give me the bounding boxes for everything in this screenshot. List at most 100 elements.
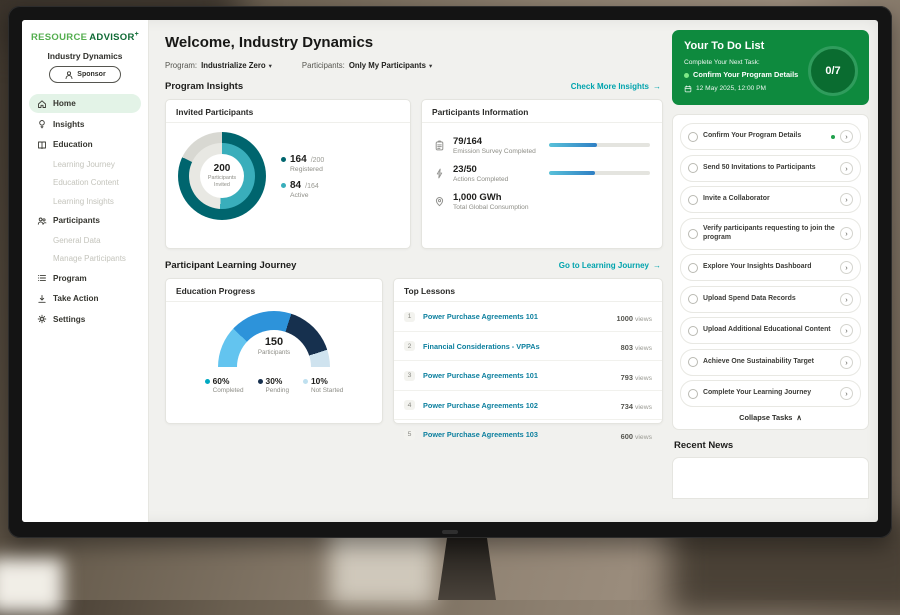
todo-hero-card: Your To Do List Complete Your Next Task:…: [672, 30, 869, 105]
task-checkbox[interactable]: [688, 194, 698, 205]
legend-dot: [257, 378, 263, 384]
bolt-icon: [436, 168, 443, 179]
sidebar-nav: Home Insights Education Learning Journey…: [29, 94, 141, 329]
card-title: Top Lessons: [394, 279, 662, 302]
check-more-insights-link[interactable]: Check More Insights →: [570, 82, 661, 91]
participants-filter-value: Only My Participants: [348, 61, 426, 70]
task-item[interactable]: Confirm Your Program Details ›: [680, 123, 861, 151]
logo-part1: RESOURCE: [31, 32, 88, 44]
chevron-right-icon[interactable]: ›: [840, 227, 853, 241]
sidebar-item-learning-journey[interactable]: Learning Journey: [29, 156, 141, 173]
monitor-stand: [438, 536, 496, 600]
task-checkbox[interactable]: [688, 163, 698, 174]
legend-dot: [303, 378, 309, 384]
task-item[interactable]: Invite a Collaborator ›: [680, 186, 861, 214]
chevron-right-icon[interactable]: ›: [840, 387, 853, 401]
education-progress-card: Education Progress 150 Participants: [165, 278, 383, 424]
task-item[interactable]: Achieve One Sustainability Target ›: [680, 348, 861, 376]
sidebar-item-manage-participants[interactable]: Manage Participants: [29, 250, 141, 267]
sidebar-item-label: Take Action: [53, 294, 99, 304]
sidebar-item-education[interactable]: Education: [29, 135, 141, 154]
lesson-row: 3 Power Purchase Agreements 101 793 views: [394, 361, 662, 391]
task-checkbox[interactable]: [688, 294, 698, 305]
collapse-caret-icon: ∧: [796, 413, 802, 423]
chevron-right-icon[interactable]: ›: [840, 130, 853, 144]
task-item[interactable]: Verify participants requesting to join t…: [680, 217, 861, 250]
chevron-right-icon[interactable]: ›: [840, 324, 853, 338]
next-task[interactable]: Confirm Your Program Details: [684, 70, 812, 80]
sidebar-item-general-data[interactable]: General Data: [29, 232, 141, 249]
participants-information-card: Participants Information 79/164 Emission…: [421, 99, 663, 249]
top-lessons-card: Top Lessons 1 Power Purchase Agreements …: [393, 278, 663, 441]
todo-panel: Your To Do List Complete Your Next Task:…: [672, 20, 878, 522]
task-checkbox[interactable]: [688, 131, 698, 142]
sidebar-item-settings[interactable]: Settings: [29, 310, 141, 329]
legend-pending: 30% Pending: [257, 376, 289, 394]
sidebar-item-home[interactable]: Home: [29, 94, 141, 114]
sponsor-badge-label: Sponsor: [77, 71, 106, 79]
lesson-link[interactable]: Power Purchase Agreements 101: [423, 371, 538, 380]
task-item[interactable]: Send 50 Invitations to Participants ›: [680, 154, 861, 182]
go-to-learning-journey-link[interactable]: Go to Learning Journey →: [558, 261, 661, 270]
chevron-down-icon: ▾: [268, 63, 272, 70]
task-checkbox[interactable]: [688, 228, 698, 239]
lesson-link[interactable]: Power Purchase Agreements 103: [423, 430, 538, 439]
stat-emission-survey: 79/164 Emission Survey Completed: [434, 136, 650, 155]
lesson-link[interactable]: Power Purchase Agreements 101: [423, 312, 538, 321]
donut-center-label: Participants Invited: [207, 175, 237, 188]
chevron-right-icon[interactable]: ›: [840, 161, 853, 175]
lesson-row: 2 Financial Considerations - VPPAs 803 vi…: [394, 332, 662, 361]
monitor-bezel: RESOURCE ADVISOR+ Industry Dynamics Spons…: [8, 6, 892, 538]
donut-center: 200 Participants Invited: [200, 154, 244, 198]
lesson-link[interactable]: Power Purchase Agreements 102: [423, 400, 538, 410]
location-pin-icon: [435, 196, 444, 206]
sidebar-item-label: Home: [53, 99, 76, 109]
list-icon: [37, 275, 46, 282]
chevron-right-icon[interactable]: ›: [840, 292, 853, 306]
task-item[interactable]: Upload Spend Data Records ›: [680, 285, 861, 313]
sidebar-item-participants[interactable]: Participants: [29, 211, 141, 230]
card-title: Invited Participants: [166, 100, 410, 123]
learning-journey-header: Participant Learning Journey Go to Learn…: [165, 260, 661, 271]
sidebar-item-label: Education: [53, 140, 93, 150]
monitor-logo-badge: [442, 530, 458, 534]
collapse-tasks-link[interactable]: Collapse Tasks ∧: [739, 413, 802, 423]
legend-dot: [281, 182, 286, 188]
sidebar-item-take-action[interactable]: Take Action: [29, 289, 141, 308]
people-icon: [37, 217, 47, 225]
chevron-right-icon[interactable]: ›: [840, 261, 853, 275]
task-checkbox[interactable]: [688, 388, 698, 399]
gauge-center: 150 Participants: [257, 336, 291, 356]
sidebar-item-label: Program: [53, 273, 87, 283]
section-title: Participant Learning Journey: [165, 260, 297, 271]
background-highlight: [0, 558, 63, 613]
sidebar-item-insights[interactable]: Insights: [29, 115, 141, 134]
task-checkbox[interactable]: [688, 262, 698, 273]
logo-part2: ADVISOR: [89, 32, 135, 44]
participants-filter-label: Participants:: [301, 61, 345, 70]
lesson-row: 1 Power Purchase Agreements 101 1000 view…: [394, 302, 662, 332]
sidebar-item-learning-insights[interactable]: Learning Insights: [29, 193, 141, 210]
home-icon: [38, 100, 46, 108]
chevron-right-icon[interactable]: ›: [840, 193, 853, 207]
task-checkbox[interactable]: [688, 357, 698, 368]
legend-registered: 164 /200 Registered: [281, 154, 324, 173]
card-title: Participants Information: [422, 100, 662, 123]
section-title: Program Insights: [165, 81, 244, 92]
task-item[interactable]: Complete Your Learning Journey ›: [680, 380, 861, 408]
lesson-row: 4 Power Purchase Agreements 102 734 views: [394, 391, 662, 420]
app-logo[interactable]: RESOURCE ADVISOR+: [29, 29, 141, 48]
program-filter[interactable]: Program: Industrialize Zero ▾: [165, 61, 272, 70]
lesson-link[interactable]: Financial Considerations - VPPAs: [423, 341, 540, 351]
sidebar-item-education-content[interactable]: Education Content: [29, 174, 141, 191]
task-item[interactable]: Upload Additional Educational Content ›: [680, 317, 861, 345]
sidebar-item-program[interactable]: Program: [29, 269, 141, 288]
due-date: 12 May 2025, 12:00 PM: [684, 85, 857, 93]
task-item[interactable]: Explore Your Insights Dashboard ›: [680, 254, 861, 282]
logo-plus: +: [134, 31, 140, 38]
clipboard-icon: [435, 140, 444, 151]
participants-filter[interactable]: Participants: Only My Participants ▾: [302, 61, 432, 70]
task-checkbox[interactable]: [688, 325, 698, 336]
chevron-right-icon[interactable]: ›: [840, 355, 853, 369]
sponsor-badge[interactable]: Sponsor: [49, 66, 121, 84]
